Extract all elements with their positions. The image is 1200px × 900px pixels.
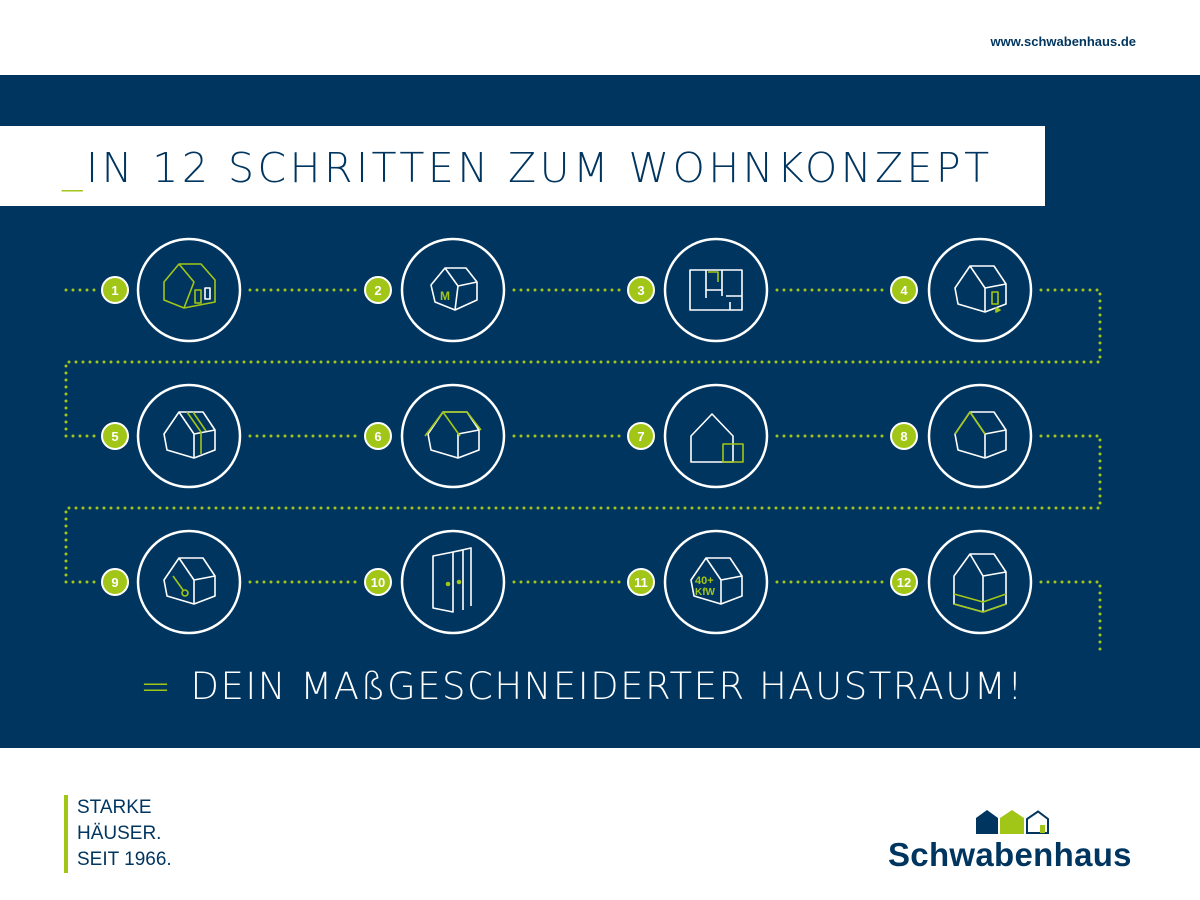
house-basement-icon (953, 553, 1007, 613)
step-circle (400, 529, 506, 635)
step-badge (101, 568, 129, 596)
house-kfw-icon: 40+KfW (690, 557, 743, 605)
doors-icon (432, 547, 472, 613)
house-gable-green-icon (954, 411, 1007, 459)
step-badge (364, 276, 392, 304)
svg-text:40+: 40+ (695, 575, 714, 587)
step-number: 11 (634, 575, 648, 590)
slogan: STARKE HÄUSER. SEIT 1966. (64, 795, 172, 873)
result-label: DEIN MAßGESCHNEIDERTER HAUSTRAUM! (190, 665, 1024, 708)
step-number: 7 (637, 429, 644, 444)
step-2: M2 (364, 237, 506, 343)
step-badge (364, 568, 392, 596)
title-box (0, 126, 1045, 206)
svg-text:KfW: KfW (695, 587, 716, 598)
step-7: 7 (627, 383, 769, 489)
house-roof-lines-icon (163, 411, 216, 459)
step-number: 2 (374, 283, 381, 298)
step-badge (890, 422, 918, 450)
slogan-line: SEIT 1966. (77, 849, 172, 870)
step-circle (400, 237, 506, 343)
step-8: 8 (890, 383, 1033, 489)
title-text: IN 12 SCHRITTEN ZUM WOHNKONZEPT (86, 144, 993, 192)
step-circle (136, 237, 242, 343)
step-6: 6 (364, 383, 506, 489)
step-circle (927, 237, 1033, 343)
step-number: 8 (900, 429, 907, 444)
step-number: 10 (371, 575, 385, 590)
schwabenhaus-logo: Schwabenhaus (888, 810, 1138, 874)
dotted-connector (64, 288, 1102, 654)
step-4: 4 (890, 237, 1033, 343)
step-3: 3 (627, 237, 769, 343)
step-badge (627, 422, 655, 450)
step-circle (927, 529, 1033, 635)
svg-text:M: M (440, 289, 450, 303)
house-roof-green-icon (424, 411, 482, 459)
step-circle (663, 529, 769, 635)
step-1: 1 (101, 237, 242, 343)
step-badge (627, 276, 655, 304)
result-text: = DEIN MAßGESCHNEIDERTER HAUSTRAUM! (140, 665, 1024, 708)
house-extension-icon (690, 413, 744, 463)
house-door-icon (954, 265, 1007, 313)
website-url[interactable]: www.schwabenhaus.de (990, 34, 1136, 49)
house-m-icon: M (430, 267, 478, 311)
step-number: 6 (374, 429, 381, 444)
step-5: 5 (101, 383, 242, 489)
step-circle (663, 237, 769, 343)
floor-plan-icon (689, 269, 743, 311)
step-badge (101, 422, 129, 450)
step-badge (627, 568, 655, 596)
house-outline-green-icon (163, 263, 216, 309)
step-circle (136, 383, 242, 489)
step-circle (136, 529, 242, 635)
step-12: 12 (890, 529, 1033, 635)
step-circle (400, 383, 506, 489)
step-badge (364, 422, 392, 450)
step-circle (927, 383, 1033, 489)
title-underscore: _ (62, 144, 86, 192)
equals-sign: = (140, 665, 173, 708)
step-badge (890, 276, 918, 304)
step-number: 1 (111, 283, 118, 298)
step-9: 9 (101, 529, 242, 635)
logo-wordmark: Schwabenhaus (888, 836, 1132, 873)
house-key-icon (163, 557, 216, 605)
step-circle (663, 383, 769, 489)
logo-houses-icon (976, 810, 1049, 834)
page-title: _IN 12 SCHRITTEN ZUM WOHNKONZEPT (62, 144, 993, 192)
step-11: 40+KfW 11 (627, 529, 769, 635)
step-number: 9 (111, 575, 118, 590)
step-number: 4 (900, 283, 908, 298)
step-number: 3 (637, 283, 644, 298)
step-number: 5 (111, 429, 118, 444)
step-number: 12 (897, 575, 911, 590)
slogan-line: HÄUSER. (77, 823, 162, 844)
step-badge (890, 568, 918, 596)
slogan-line: STARKE (77, 797, 152, 818)
step-10: 10 (364, 529, 506, 635)
step-badge (101, 276, 129, 304)
